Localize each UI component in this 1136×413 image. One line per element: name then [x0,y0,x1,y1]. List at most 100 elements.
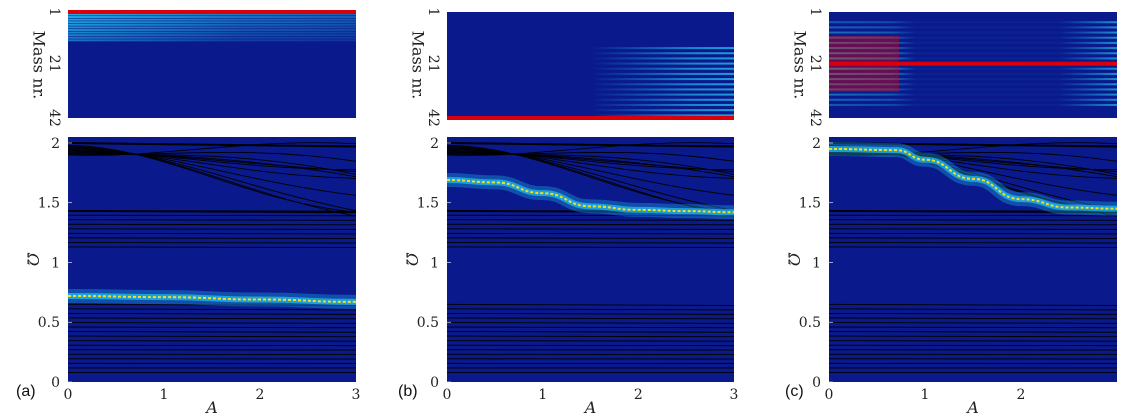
frequency-line [446,322,735,324]
frequency-line [828,303,1118,306]
frequency-line [828,246,1118,248]
mass-row [829,52,1117,55]
mass-row [447,109,734,112]
y-tick-label: 0 [430,375,439,391]
mass-row [447,83,734,86]
mass-row [447,114,734,117]
mass-axis-label: Mass nr. [409,31,428,100]
y-axis-label: Ω [24,252,43,266]
mass-row [447,88,734,91]
frequency-line [67,317,357,320]
mass-row [829,31,1117,34]
mass-row [447,62,734,65]
y-tick-label: 2 [51,136,60,152]
upper-band-edge [67,141,357,148]
mass-row [829,57,1117,60]
mass-row [829,67,1117,70]
y-tick-label: 0.5 [38,315,60,331]
mass-row [447,103,734,106]
peak-mass-spread [829,35,899,92]
mass-row [68,28,356,31]
y-tick-label: 1.5 [417,196,439,212]
x-tick-label: 0 [64,387,73,403]
frequency-line [446,228,735,230]
x-tick-label: 1 [160,387,169,403]
x-tick-label: 1 [538,387,547,403]
mass-row [829,72,1117,75]
frequency-line [446,237,735,239]
peak-mass-row [829,61,1117,66]
heatmap-background [447,12,734,118]
mass-tick-label: 1 [46,8,62,17]
mass-axis-label: Mass nr. [30,31,49,100]
x-tick-label: 3 [352,387,361,403]
mass-tick-label: 42 [46,109,62,127]
y-tick-label: 1 [430,255,439,271]
x-tick-label: 1 [921,387,930,403]
frequency-line [446,219,735,221]
frequency-line [67,144,357,213]
frequency-line [67,331,357,333]
frequency-line [828,228,1118,230]
y-tick-label: 1 [51,255,60,271]
frequency-plot: 0 0.5 1 1.5 2 0 1 2 3 A Ω [24,136,361,413]
mass-row [829,88,1117,91]
frequency-line [67,151,357,162]
panel-label: (c) [785,383,804,400]
frequency-line [67,237,357,239]
mass-heatmap: 1 21 42 Mass nr. [791,8,1117,127]
x-tick-label: 0 [825,387,834,403]
highlighted-branch [828,147,1118,210]
mass-axis-label: Mass nr. [791,31,810,100]
frequency-line [67,340,357,342]
mass-row [68,31,356,34]
frequency-line [446,232,735,235]
mass-tick-label: 42 [807,109,823,127]
mass-row [447,67,734,70]
frequency-line [446,312,735,315]
y-tick-label: 1 [812,255,821,271]
frequency-line [67,335,357,338]
frequency-line [67,312,357,315]
frequency-line [67,145,357,217]
frequency-lines [446,142,735,373]
frequency-line [446,148,735,179]
mass-tick-label: 21 [46,55,62,73]
frequency-line [446,317,735,320]
mass-row [829,83,1117,86]
frequency-line [67,326,357,329]
frequency-line [828,326,1118,329]
mass-row [447,98,734,101]
x-tick-label: 2 [256,387,265,403]
mass-row [68,36,356,39]
mass-row [447,52,734,55]
y-tick-label: 0 [51,375,60,391]
frequency-line [67,152,357,175]
peak-mass-row [68,10,356,14]
frequency-line [828,335,1118,338]
frequency-line [828,340,1118,342]
frequency-line [67,232,357,235]
frequency-line [67,214,357,217]
mass-tick-label: 1 [807,8,823,17]
frequency-line [828,241,1118,244]
frequency-line [828,308,1118,311]
mass-row [447,78,734,81]
mass-heatmap: 1 21 42 Mass nr. [409,8,734,127]
frequency-line [67,308,357,311]
x-tick-label: 3 [730,387,739,403]
y-tick-label: 2 [430,136,439,152]
peak-mass-row [447,116,734,120]
frequency-line [446,214,735,217]
mass-tick-label: 1 [425,8,441,17]
frequency-line [67,246,357,248]
y-axis-label: Ω [785,252,804,266]
mass-row [68,23,356,26]
frequency-line [67,223,357,226]
frequency-line [828,151,1118,178]
mass-tick-label: 21 [425,55,441,73]
panel-label: (a) [16,383,36,400]
frequency-line [446,308,735,311]
frequency-line [67,142,357,156]
mass-tick-label: 21 [807,55,823,73]
